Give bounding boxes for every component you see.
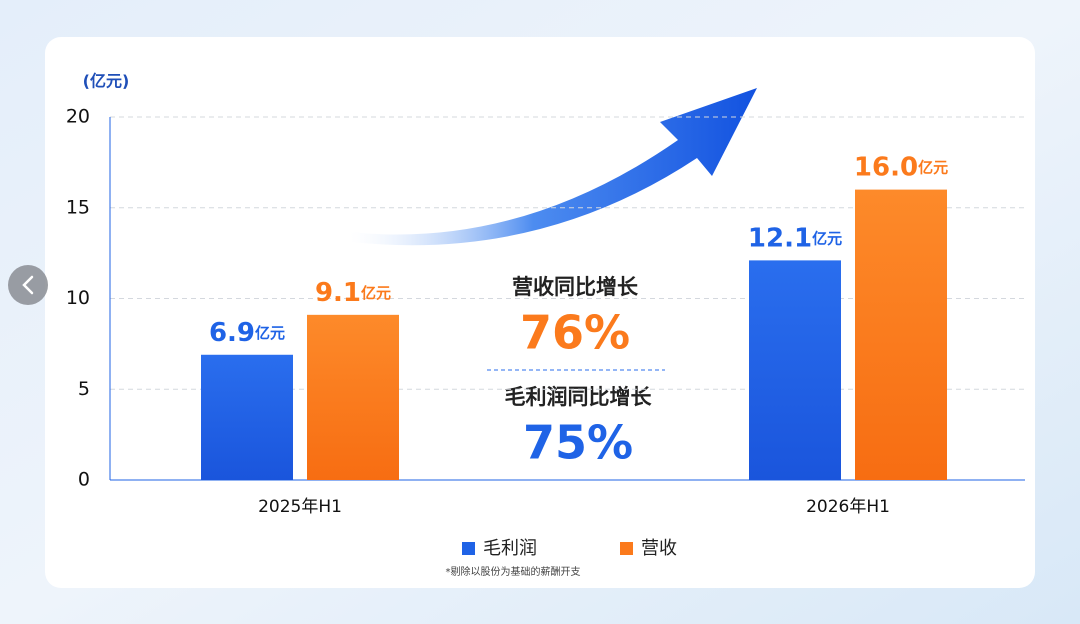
y-tick-label: 20 (66, 106, 90, 128)
y-tick-label: 15 (66, 196, 90, 218)
growth-arrow (350, 88, 757, 246)
value-number: 12.1 (748, 223, 812, 253)
annotation: 营收同比增长 (512, 275, 639, 299)
footnote: *剔除以股份为基础的薪酬开支 (446, 565, 581, 578)
value-label: 16.0亿元 (854, 152, 948, 182)
x-tick-label: 2025年H1 (258, 497, 342, 517)
prev-button[interactable] (8, 265, 48, 305)
legend-label: 营收 (641, 538, 677, 559)
annotation: 75% (523, 416, 633, 470)
value-number: 9.1 (315, 277, 361, 307)
bar (749, 260, 841, 480)
legend-swatch (462, 542, 475, 555)
value-label: 9.1亿元 (315, 277, 391, 307)
value-unit: 亿元 (812, 229, 842, 247)
legend-swatch (620, 542, 633, 555)
bar (201, 354, 293, 480)
x-tick-label: 2026年H1 (806, 497, 890, 517)
annotation: 76% (520, 306, 630, 360)
annotation: 毛利润同比增长 (505, 385, 653, 409)
value-unit: 亿元 (361, 283, 391, 301)
bar (855, 189, 947, 480)
y-tick-label: 0 (78, 469, 90, 491)
y-tick-label: 10 (66, 287, 90, 309)
bar (307, 314, 399, 480)
value-unit: 亿元 (918, 158, 948, 176)
legend-label: 毛利润 (483, 538, 537, 559)
y-unit: (亿元) (83, 72, 130, 91)
value-label: 6.9亿元 (209, 317, 285, 347)
y-tick-label: 5 (78, 378, 90, 400)
value-number: 6.9 (209, 317, 255, 347)
value-number: 16.0 (854, 152, 918, 182)
value-label: 12.1亿元 (748, 223, 842, 253)
value-unit: 亿元 (255, 323, 285, 341)
